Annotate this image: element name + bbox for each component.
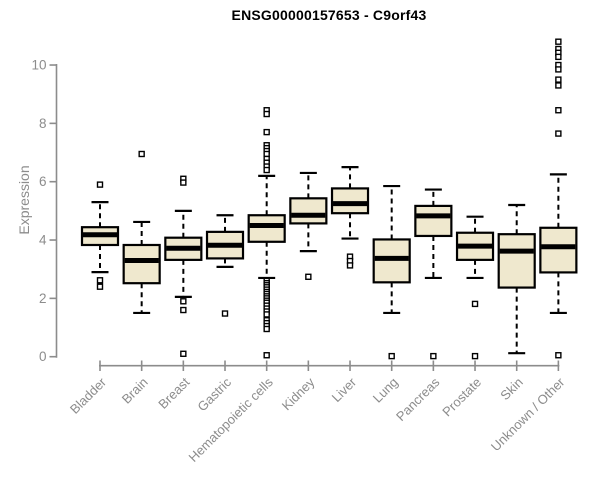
outlier-marker — [263, 325, 270, 333]
outlier-marker — [471, 352, 479, 360]
outlier-marker — [346, 262, 354, 269]
iqr-box — [247, 214, 286, 243]
outlier-marker — [263, 150, 270, 158]
iqr-box — [414, 204, 453, 238]
x-tick-label-liver: Liver — [329, 374, 360, 405]
outlier-marker — [555, 76, 562, 83]
boxplot-skin — [497, 203, 536, 355]
outlier-marker — [555, 38, 562, 45]
outlier-marker — [180, 298, 187, 305]
boxplot-lung — [372, 184, 411, 360]
iqr-box — [330, 187, 370, 215]
outlier-marker — [305, 273, 312, 280]
boxplot-pancreas — [414, 188, 453, 360]
outlier-marker — [555, 130, 562, 137]
x-tick-label-gastric: Gastric — [194, 374, 234, 414]
outlier-marker — [263, 352, 270, 359]
outlier-marker — [555, 107, 562, 114]
outlier-marker — [555, 82, 562, 89]
x-tick-label-skin: Skin — [497, 375, 525, 403]
iqr-box — [122, 243, 161, 285]
outlier-marker — [263, 311, 270, 318]
iqr-box — [497, 233, 536, 289]
iqr-box — [289, 197, 328, 225]
outlier-marker — [555, 53, 562, 61]
y-tick-label: 6 — [39, 174, 47, 189]
boxplot-kidney — [289, 171, 328, 280]
x-tick-label-bladder: Bladder — [67, 374, 110, 417]
outlier-marker — [180, 179, 187, 186]
y-tick-label: 4 — [39, 233, 47, 248]
outlier-marker — [430, 352, 437, 360]
boxplot-unknown-other — [539, 38, 578, 359]
chart-title: ENSG00000157653 - C9orf43 — [231, 7, 427, 23]
y-tick-label: 10 — [31, 58, 46, 73]
boxplot-gastric — [205, 214, 245, 317]
x-tick-label-kidney: Kidney — [279, 374, 318, 413]
boxplot-breast — [164, 175, 203, 357]
x-tick-label-brain: Brain — [119, 375, 151, 407]
outlier-marker — [263, 166, 270, 174]
outlier-marker — [555, 352, 562, 359]
y-tick-label: 2 — [39, 291, 47, 306]
boxplot-bladder — [80, 181, 120, 290]
outlier-marker — [138, 150, 145, 158]
outlier-marker — [96, 181, 104, 188]
x-tick-label-unknown-other: Unknown / Other — [488, 374, 568, 454]
outlier-marker — [555, 66, 562, 73]
outlier-marker — [263, 110, 270, 118]
boxplot-hematopoietic-cells — [247, 107, 286, 359]
outlier-marker — [263, 128, 270, 136]
outlier-marker — [221, 310, 229, 317]
boxplot-prostate — [455, 215, 495, 360]
outlier-marker — [471, 300, 479, 308]
outlier-marker — [96, 277, 104, 284]
x-tick-label-pancreas: Pancreas — [393, 374, 443, 424]
outlier-marker — [180, 306, 187, 314]
x-tick-label-prostate: Prostate — [439, 375, 484, 420]
x-tick-label-breast: Breast — [155, 374, 192, 411]
outlier-marker — [96, 283, 104, 290]
boxplot-liver — [330, 166, 370, 269]
iqr-box — [539, 226, 578, 274]
boxplot-brain — [122, 150, 161, 315]
outlier-marker — [388, 352, 395, 360]
y-tick-label: 8 — [39, 116, 47, 131]
x-tick-label-lung: Lung — [370, 375, 401, 406]
y-axis: 0 2 4 6 8 10 — [31, 58, 58, 364]
outlier-marker — [180, 350, 187, 357]
y-tick-label: 0 — [39, 349, 47, 364]
